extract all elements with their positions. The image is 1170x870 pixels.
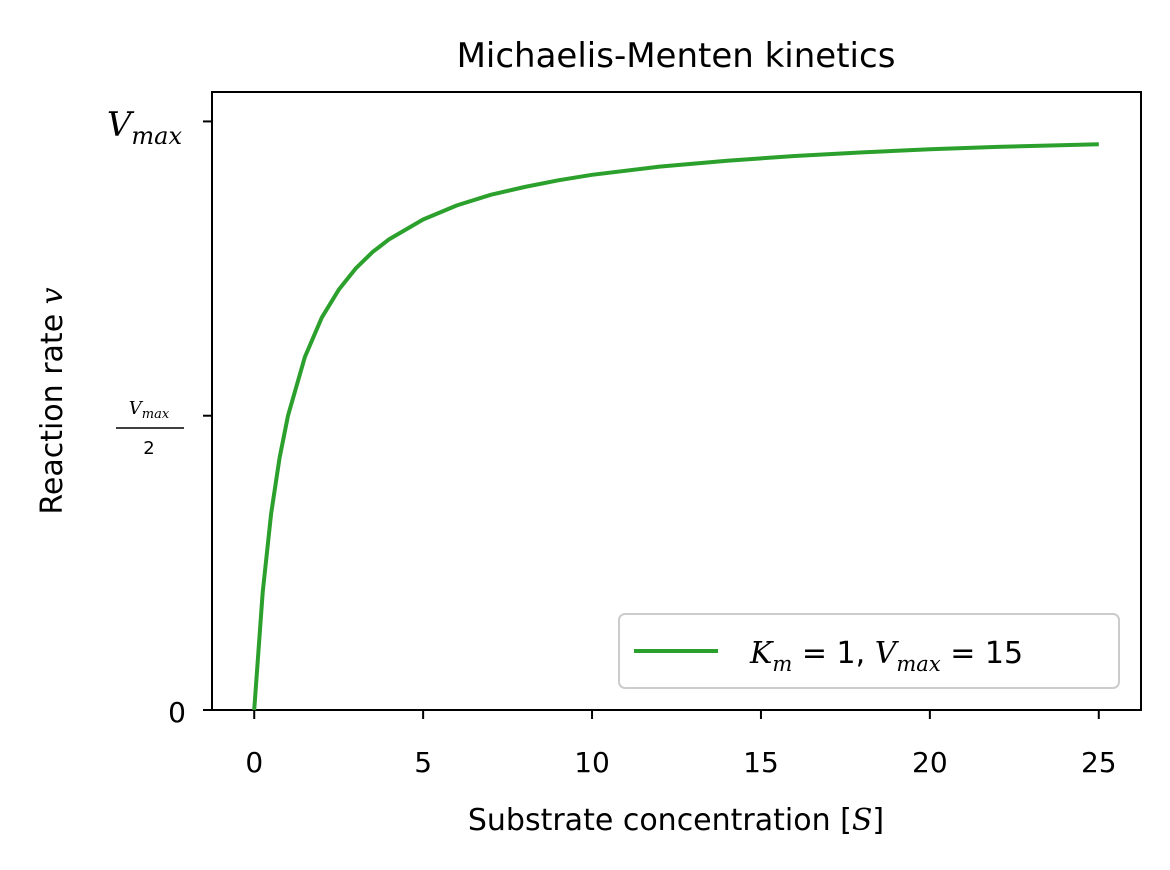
y-tick-label-0: 0 [168, 696, 186, 729]
x-tick-label: 10 [574, 746, 610, 779]
plot-area [211, 91, 1142, 711]
y-axis-label: Reaction rate v [35, 287, 70, 514]
svg-text:2: 2 [143, 438, 154, 459]
x-axis-label: Substrate concentration [S] [468, 803, 884, 838]
legend: Km = 1, Vmax = 15 [618, 613, 1120, 689]
x-tick-label: 25 [1081, 746, 1117, 779]
x-tick-label: 20 [912, 746, 948, 779]
x-axis-ticks: 0 5 10 15 20 25 [245, 710, 1117, 779]
legend-label: Km = 1, Vmax = 15 [749, 636, 1023, 676]
x-tick-label: 0 [245, 746, 263, 779]
y-axis-ticks [203, 120, 212, 711]
chart-title: Michaelis-Menten kinetics [457, 36, 896, 76]
x-tick-label: 15 [743, 746, 779, 779]
x-tick-label: 5 [414, 746, 432, 779]
legend-box [618, 613, 1120, 689]
series-line [252, 142, 1099, 711]
